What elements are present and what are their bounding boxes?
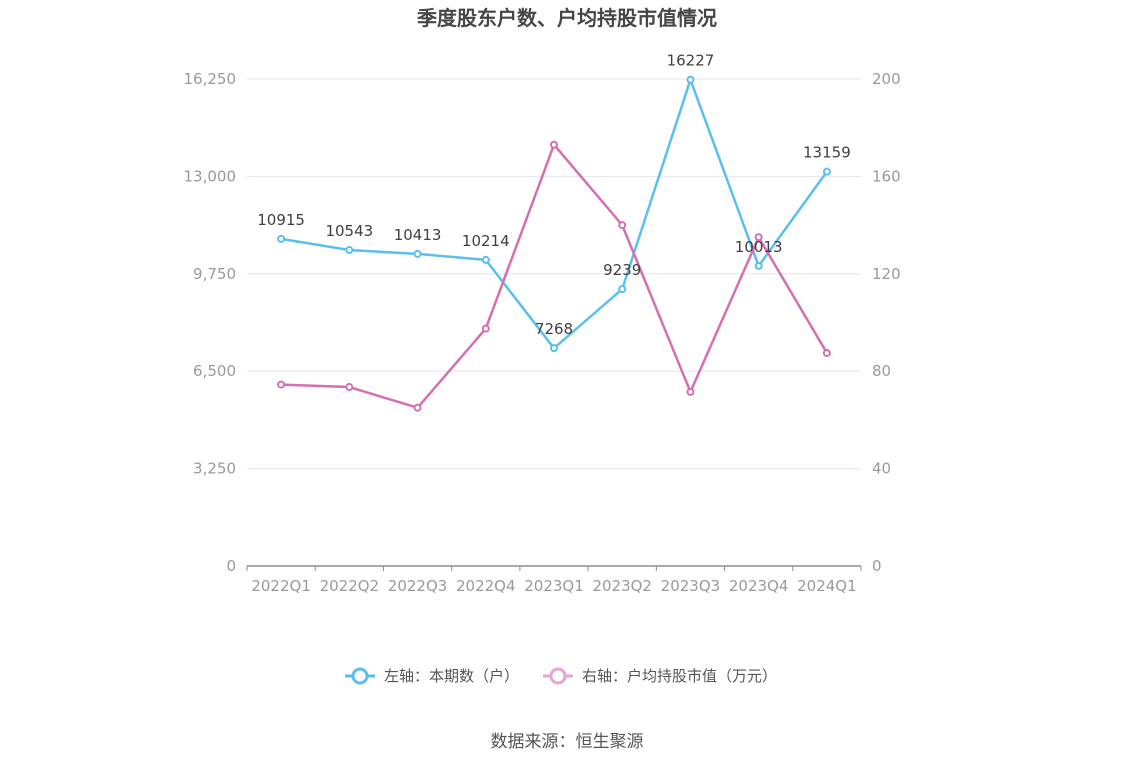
x-tick-label: 2023Q4: [729, 577, 789, 595]
data-point[interactable]: [550, 344, 558, 353]
axes: 0 3,250 6,500 9,750 13,000 16,250 0 40 80 120 160 2…: [184, 70, 901, 595]
y-right-tick-label: 0: [872, 557, 882, 575]
y-left-tick-label: 16,250: [184, 70, 237, 88]
x-tick-label: 2023Q1: [524, 577, 584, 595]
data-label: 10214: [462, 232, 510, 250]
data-point[interactable]: [345, 383, 354, 392]
x-tick-label: 2023Q2: [592, 577, 652, 595]
legend-marker-right: [549, 667, 567, 685]
data-label: 10413: [394, 226, 442, 244]
y-left-tick-label: 13,000: [184, 167, 237, 185]
data-label: 9239: [603, 261, 641, 279]
grid-lines: [247, 78, 861, 470]
legend-label-right: 右轴：户均持股市值（万元）: [582, 667, 777, 685]
data-label: 7268: [535, 320, 573, 338]
data-label: 10915: [257, 211, 305, 229]
data-label: 10543: [325, 222, 373, 240]
data-label: 13159: [803, 144, 851, 162]
data-point[interactable]: [618, 285, 627, 294]
y-left-tick-label: 0: [226, 557, 236, 575]
y-right-tick-label: 80: [872, 362, 891, 380]
data-label: 16227: [667, 52, 715, 70]
x-tick-label: 2022Q1: [251, 577, 311, 595]
x-tick-label: 2022Q3: [388, 577, 448, 595]
data-point[interactable]: [754, 261, 763, 270]
data-point[interactable]: [277, 380, 286, 389]
data-point[interactable]: [754, 233, 763, 242]
series-line-right: [281, 143, 828, 409]
x-tick-label: 2022Q4: [456, 577, 516, 595]
legend-marker-left: [351, 667, 369, 685]
y-left-tick-label: 3,250: [193, 460, 236, 478]
data-point[interactable]: [481, 255, 490, 264]
legend-label-left: 左轴：本期数（户）: [384, 667, 519, 685]
series-group: [277, 75, 831, 412]
data-point[interactable]: [822, 167, 831, 176]
data-point[interactable]: [481, 324, 490, 333]
data-point[interactable]: [413, 249, 422, 258]
x-tick-label: 2023Q3: [661, 577, 721, 595]
series-line-left: [280, 78, 828, 350]
chart-title: 季度股东户数、户均持股市值情况: [416, 6, 717, 30]
data-point[interactable]: [413, 403, 422, 412]
y-right-tick-label: 120: [872, 265, 901, 283]
y-right-tick-label: 40: [872, 460, 891, 478]
data-point[interactable]: [550, 140, 558, 149]
data-point[interactable]: [686, 387, 695, 396]
data-labels: 10915 10543 10413 10214 7268 9239 16227 10013 13…: [257, 52, 850, 338]
data-label: 10013: [735, 238, 783, 256]
data-point[interactable]: [822, 348, 831, 357]
y-right-tick-label: 200: [872, 70, 901, 88]
legend-item-left-series[interactable]: 左轴：本期数（户）: [345, 667, 519, 685]
y-left-tick-label: 9,750: [193, 265, 236, 283]
legend-item-right-series[interactable]: 右轴：户均持股市值（万元）: [543, 667, 777, 685]
legend: 左轴：本期数（户） 右轴：户均持股市值（万元）: [345, 667, 777, 685]
data-point[interactable]: [277, 234, 286, 243]
y-right-tick-label: 160: [872, 167, 901, 185]
data-point[interactable]: [686, 75, 695, 84]
data-point[interactable]: [345, 246, 354, 255]
data-point[interactable]: [618, 221, 627, 230]
x-tick-label: 2024Q1: [797, 577, 857, 595]
source-note: 数据来源：恒生聚源: [491, 732, 644, 752]
y-left-tick-label: 6,500: [193, 362, 236, 380]
x-tick-label: 2022Q2: [320, 577, 380, 595]
